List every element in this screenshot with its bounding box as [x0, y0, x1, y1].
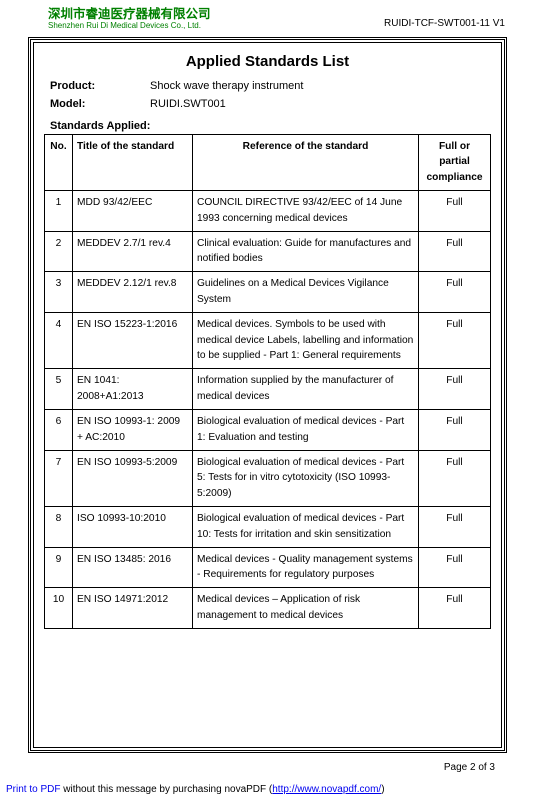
page-header: 深圳市睿迪医疗器械有限公司 Shenzhen Rui Di Medical De…	[0, 0, 535, 33]
cell-no: 10	[45, 588, 73, 629]
cell-title: EN 1041: 2008+A1:2013	[73, 369, 193, 410]
cell-reference: Clinical evaluation: Guide for manufactu…	[193, 231, 419, 272]
table-row: 1MDD 93/42/EECCOUNCIL DIRECTIVE 93/42/EE…	[45, 190, 491, 231]
cell-title: ISO 10993-10:2010	[73, 506, 193, 547]
cell-compliance: Full	[419, 409, 491, 450]
cell-title: EN ISO 10993-5:2009	[73, 450, 193, 506]
cell-compliance: Full	[419, 450, 491, 506]
product-label: Product:	[50, 80, 150, 92]
col-header-title: Title of the standard	[73, 134, 193, 190]
table-row: 8ISO 10993-10:2010Biological evaluation …	[45, 506, 491, 547]
standards-table: No. Title of the standard Reference of t…	[44, 134, 491, 629]
cell-no: 6	[45, 409, 73, 450]
cell-title: EN ISO 13485: 2016	[73, 547, 193, 588]
cell-compliance: Full	[419, 272, 491, 313]
table-row: 7EN ISO 10993-5:2009Biological evaluatio…	[45, 450, 491, 506]
cell-no: 2	[45, 231, 73, 272]
print-to-pdf-footer: Print to PDF without this message by pur…	[6, 784, 385, 795]
cell-reference: Biological evaluation of medical devices…	[193, 409, 419, 450]
company-name-zh: 深圳市睿迪医疗器械有限公司	[48, 8, 211, 22]
model-row: Model: RUIDI.SWT001	[50, 98, 491, 110]
cell-compliance: Full	[419, 231, 491, 272]
cell-compliance: Full	[419, 312, 491, 368]
company-name-en: Shenzhen Rui Di Medical Devices Co., Ltd…	[48, 22, 211, 31]
cell-reference: Medical devices – Application of risk ma…	[193, 588, 419, 629]
cell-title: EN ISO 10993-1: 2009 + AC:2010	[73, 409, 193, 450]
cell-title: EN ISO 14971:2012	[73, 588, 193, 629]
cell-title: MDD 93/42/EEC	[73, 190, 193, 231]
cell-no: 1	[45, 190, 73, 231]
standards-applied-label: Standards Applied:	[50, 120, 491, 132]
cell-no: 8	[45, 506, 73, 547]
model-label: Model:	[50, 98, 150, 110]
table-header-row: No. Title of the standard Reference of t…	[45, 134, 491, 190]
cell-reference: COUNCIL DIRECTIVE 93/42/EEC of 14 June 1…	[193, 190, 419, 231]
product-row: Product: Shock wave therapy instrument	[50, 80, 491, 92]
table-row: 5EN 1041: 2008+A1:2013Information suppli…	[45, 369, 491, 410]
cell-compliance: Full	[419, 369, 491, 410]
print-to-pdf-link[interactable]: Print to PDF	[6, 784, 60, 795]
page-title: Applied Standards List	[44, 53, 491, 70]
table-row: 4EN ISO 15223-1:2016Medical devices. Sym…	[45, 312, 491, 368]
model-value: RUIDI.SWT001	[150, 98, 491, 110]
company-block: 深圳市睿迪医疗器械有限公司 Shenzhen Rui Di Medical De…	[48, 8, 211, 31]
col-header-no: No.	[45, 134, 73, 190]
cell-no: 9	[45, 547, 73, 588]
document-reference: RUIDI-TCF-SWT001-11 V1	[384, 18, 505, 31]
cell-reference: Medical devices. Symbols to be used with…	[193, 312, 419, 368]
cell-reference: Guidelines on a Medical Devices Vigilanc…	[193, 272, 419, 313]
cell-reference: Medical devices - Quality management sys…	[193, 547, 419, 588]
cell-compliance: Full	[419, 547, 491, 588]
cell-no: 5	[45, 369, 73, 410]
double-border-frame: Applied Standards List Product: Shock wa…	[28, 37, 507, 753]
content-frame: Applied Standards List Product: Shock wa…	[33, 42, 502, 748]
cell-title: EN ISO 15223-1:2016	[73, 312, 193, 368]
cell-no: 3	[45, 272, 73, 313]
table-row: 2MEDDEV 2.7/1 rev.4Clinical evaluation: …	[45, 231, 491, 272]
table-row: 3MEDDEV 2.12/1 rev.8Guidelines on a Medi…	[45, 272, 491, 313]
page-number: Page 2 of 3	[444, 762, 495, 773]
cell-compliance: Full	[419, 588, 491, 629]
cell-title: MEDDEV 2.7/1 rev.4	[73, 231, 193, 272]
col-header-compliance: Full or partial compliance	[419, 134, 491, 190]
cell-reference: Biological evaluation of medical devices…	[193, 506, 419, 547]
cell-no: 7	[45, 450, 73, 506]
table-row: 9EN ISO 13485: 2016Medical devices - Qua…	[45, 547, 491, 588]
cell-title: MEDDEV 2.12/1 rev.8	[73, 272, 193, 313]
cell-reference: Biological evaluation of medical devices…	[193, 450, 419, 506]
table-row: 6EN ISO 10993-1: 2009 + AC:2010Biologica…	[45, 409, 491, 450]
product-value: Shock wave therapy instrument	[150, 80, 491, 92]
table-row: 10EN ISO 14971:2012Medical devices – App…	[45, 588, 491, 629]
cell-compliance: Full	[419, 190, 491, 231]
cell-compliance: Full	[419, 506, 491, 547]
cell-no: 4	[45, 312, 73, 368]
novapdf-link[interactable]: http://www.novapdf.com/	[272, 784, 381, 795]
cell-reference: Information supplied by the manufacturer…	[193, 369, 419, 410]
col-header-reference: Reference of the standard	[193, 134, 419, 190]
